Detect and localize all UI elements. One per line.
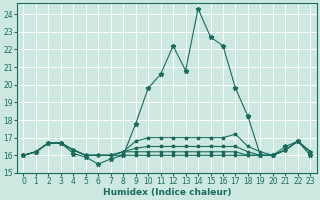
X-axis label: Humidex (Indice chaleur): Humidex (Indice chaleur) [103,188,231,197]
